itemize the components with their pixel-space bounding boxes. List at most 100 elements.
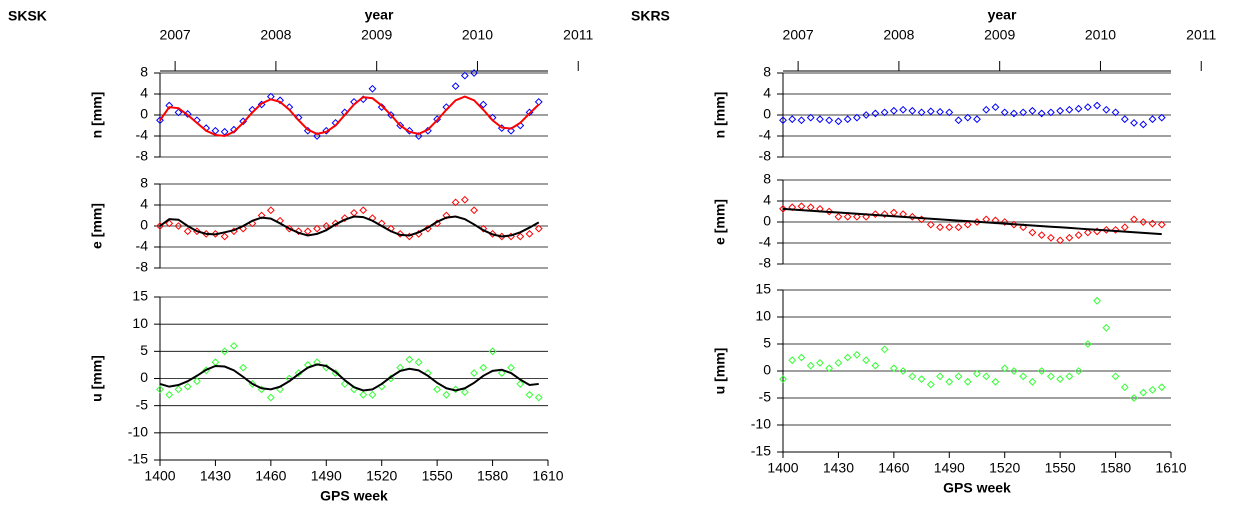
point	[211, 229, 220, 238]
point	[1083, 340, 1092, 348]
point	[257, 211, 266, 220]
fit-line	[782, 207, 1162, 236]
point	[313, 224, 321, 233]
point	[479, 100, 488, 109]
y-tick-label: 5	[763, 335, 771, 351]
point	[908, 106, 917, 115]
point	[917, 375, 926, 384]
point	[945, 108, 954, 117]
point	[442, 390, 451, 399]
point	[825, 116, 834, 125]
point	[1028, 228, 1037, 237]
point	[294, 227, 303, 236]
panel-title: SKSK	[8, 8, 47, 24]
point	[350, 208, 358, 217]
point	[991, 103, 1000, 112]
point	[963, 113, 972, 122]
point	[156, 116, 164, 125]
point	[534, 224, 543, 233]
point	[165, 219, 174, 228]
point	[266, 393, 275, 402]
point	[229, 341, 238, 350]
y-tick-label: 10	[132, 315, 148, 331]
point	[1111, 108, 1120, 117]
point	[806, 361, 815, 370]
point	[1019, 108, 1028, 117]
x-tick-label: 1460	[878, 460, 909, 476]
point	[982, 105, 991, 114]
point	[183, 227, 192, 236]
point	[1037, 231, 1046, 240]
x2-tick-label: 2008	[260, 27, 291, 43]
y-axis-label: u [mm]	[89, 355, 105, 402]
point	[1000, 108, 1009, 117]
point	[843, 212, 852, 221]
y-tick-label: 5	[140, 342, 148, 358]
point	[954, 223, 963, 232]
point	[1019, 372, 1028, 381]
point	[945, 223, 954, 232]
point	[1083, 103, 1092, 112]
point	[852, 113, 861, 122]
point	[936, 223, 944, 232]
y-tick-label: 0	[763, 106, 771, 122]
y-tick-label: 8	[140, 175, 148, 191]
point	[460, 71, 469, 80]
point	[779, 116, 787, 125]
y-tick-label: 4	[140, 196, 148, 212]
point	[451, 198, 460, 207]
point	[220, 347, 229, 356]
point	[1046, 108, 1055, 117]
x-tick-label: 1430	[200, 468, 231, 484]
y-tick-label: -8	[136, 259, 149, 275]
x-tick-label: 1520	[366, 468, 397, 484]
x-axis-label: GPS week	[943, 480, 1011, 496]
point	[1139, 218, 1148, 226]
point	[1028, 106, 1037, 115]
point	[174, 222, 183, 230]
x2-tick-label: 2007	[160, 27, 191, 43]
y-tick-label: -8	[136, 148, 149, 164]
y-tick-label: -8	[759, 255, 772, 271]
point	[525, 229, 534, 238]
point	[303, 227, 312, 236]
point	[871, 210, 880, 219]
point	[414, 132, 423, 140]
point	[1056, 106, 1065, 115]
y-tick-label: -15	[128, 451, 148, 467]
point	[806, 113, 815, 122]
point	[834, 358, 843, 367]
y-tick-label: -5	[759, 389, 772, 405]
x-tick-label: 1400	[144, 468, 175, 484]
point	[908, 212, 917, 221]
point	[788, 356, 797, 365]
x-tick-label: 1550	[422, 468, 453, 484]
x-tick-label: 1550	[1045, 460, 1076, 476]
point	[797, 116, 806, 125]
point	[156, 385, 164, 394]
point	[1120, 115, 1129, 124]
point	[359, 206, 368, 215]
y-tick-label: 15	[755, 281, 771, 297]
x-tick-label: 1400	[767, 460, 798, 476]
point	[1000, 218, 1009, 226]
point	[377, 103, 386, 112]
x-tick-label: 1610	[1155, 460, 1186, 476]
point	[862, 212, 871, 221]
point	[1010, 109, 1018, 118]
point	[1065, 372, 1074, 381]
point	[470, 369, 479, 377]
x-axis-label: GPS week	[320, 488, 388, 504]
point	[1010, 367, 1018, 375]
point	[1130, 118, 1138, 127]
x-tick-label: 1490	[934, 460, 965, 476]
x-tick-label: 1610	[532, 468, 563, 484]
point	[1019, 223, 1028, 232]
y-tick-label: 10	[755, 308, 771, 324]
x-tick-label: 1520	[989, 460, 1020, 476]
point	[880, 210, 889, 219]
point	[899, 105, 908, 114]
point	[945, 377, 954, 386]
point	[982, 372, 991, 381]
x-tick-label: 1460	[255, 468, 286, 484]
